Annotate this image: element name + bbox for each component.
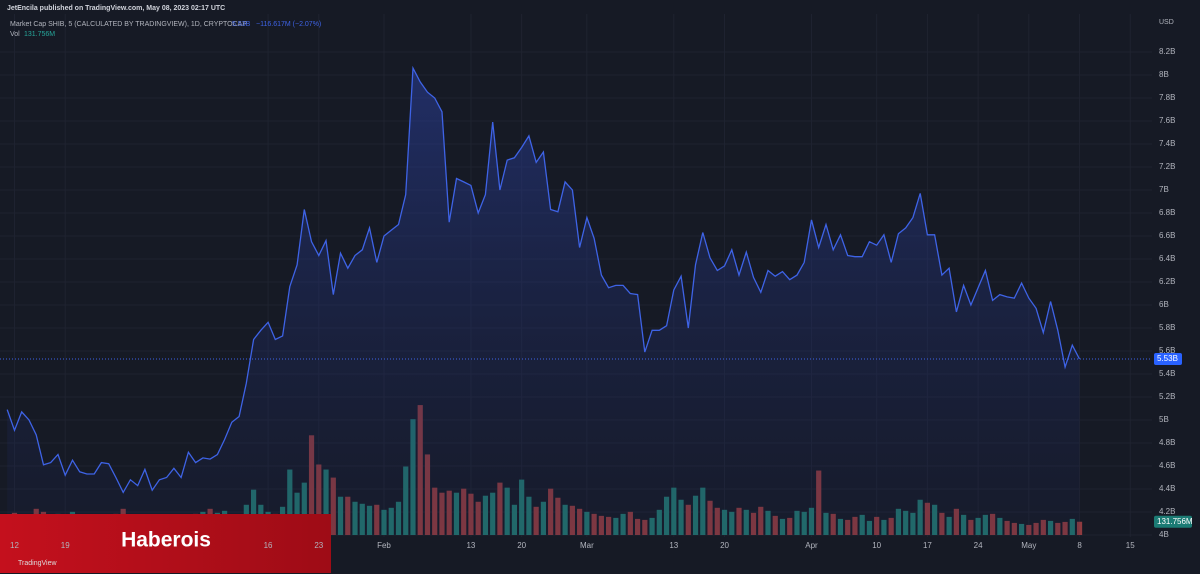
- x-tick-label: 20: [720, 541, 729, 550]
- x-tick-label: 12: [10, 541, 19, 550]
- y-tick-label: 4.4B: [1159, 484, 1175, 493]
- y-tick-label: 5.2B: [1159, 392, 1175, 401]
- chart-title: Market Cap SHIB, 5 (CALCULATED BY TRADIN…: [10, 21, 247, 28]
- x-tick-label: Mar: [580, 541, 594, 550]
- y-tick-label: 8B: [1159, 70, 1169, 79]
- y-tick-label: 6.2B: [1159, 277, 1175, 286]
- y-tick-label: 5.8B: [1159, 323, 1175, 332]
- volume-label: Vol: [10, 31, 20, 38]
- x-tick-label: 8: [1077, 541, 1082, 550]
- last-volume-label: 131.756M: [1157, 517, 1193, 526]
- x-tick-label: 24: [974, 541, 983, 550]
- logo: TradingView: [18, 560, 57, 567]
- y-tick-label: 7.8B: [1159, 93, 1175, 102]
- x-tick-label: 23: [314, 541, 323, 550]
- y-tick-label: 5B: [1159, 415, 1169, 424]
- header-change: −116.617M (−2.07%): [256, 21, 321, 28]
- y-tick-label: 4B: [1159, 530, 1169, 539]
- header-volume: 131.756M: [24, 31, 55, 38]
- y-tick-label: 7.2B: [1159, 162, 1175, 171]
- y-tick-label: 8.2B: [1159, 47, 1175, 56]
- y-tick-label: 5.4B: [1159, 369, 1175, 378]
- x-tick-label: 13: [669, 541, 678, 550]
- y-tick-label: 6.8B: [1159, 208, 1175, 217]
- last-volume-badge: [1154, 515, 1192, 528]
- axis-unit: USD: [1159, 19, 1174, 26]
- publisher: JetEncila published on TradingView.com, …: [7, 5, 225, 12]
- line: [6, 65, 1081, 494]
- header-last: 5.53B: [232, 21, 251, 28]
- x-tick-label: Apr: [805, 541, 818, 550]
- x-tick-label: 16: [264, 541, 273, 550]
- x-tick-label: 19: [61, 541, 70, 550]
- y-tick-label: 7B: [1159, 185, 1169, 194]
- volume-bar: [1076, 521, 1083, 535]
- area-fill: [7, 68, 1080, 535]
- y-tick-label: 5.6B: [1159, 346, 1175, 355]
- y-tick-label: 6.6B: [1159, 231, 1175, 240]
- x-tick-label: Feb: [377, 541, 391, 550]
- last-price-badge: [1154, 353, 1182, 366]
- price-axis: [1152, 0, 1200, 574]
- y-tick-label: 6.4B: [1159, 254, 1175, 263]
- watermark: Haberois: [121, 529, 211, 552]
- last-price-label: 5.53B: [1157, 354, 1178, 363]
- watermark-banner: [0, 514, 331, 573]
- y-tick-label: 4.6B: [1159, 461, 1175, 470]
- x-tick-label: 15: [1126, 541, 1135, 550]
- y-tick-label: 7.4B: [1159, 139, 1175, 148]
- x-tick-label: 13: [466, 541, 475, 550]
- x-tick-label: 17: [923, 541, 932, 550]
- x-tick-label: May: [1021, 541, 1036, 550]
- y-tick-label: 7.6B: [1159, 116, 1175, 125]
- y-tick-label: 4.2B: [1159, 507, 1175, 516]
- y-tick-label: 4.8B: [1159, 438, 1175, 447]
- x-tick-label: 10: [872, 541, 881, 550]
- y-tick-label: 6B: [1159, 300, 1169, 309]
- x-tick-label: 20: [517, 541, 526, 550]
